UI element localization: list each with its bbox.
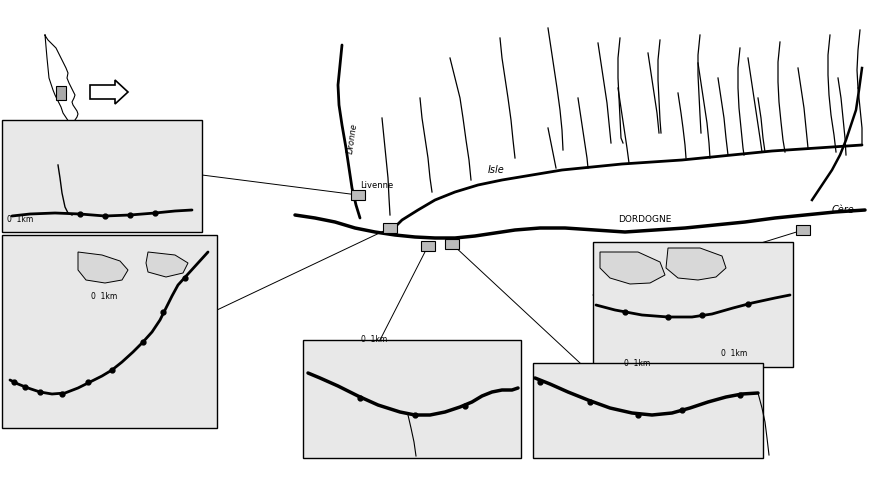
Text: 0  1km: 0 1km	[624, 359, 650, 368]
Polygon shape	[146, 252, 188, 277]
Text: Dronne: Dronne	[346, 122, 359, 154]
Bar	[351, 190, 365, 200]
Bar	[2, 120, 202, 232]
Bar	[593, 242, 793, 367]
Bar	[796, 225, 810, 235]
Text: Isle: Isle	[488, 165, 505, 175]
Bar	[303, 340, 521, 458]
Polygon shape	[90, 80, 128, 104]
Text: 0  1km: 0 1km	[721, 349, 747, 358]
Bar	[533, 363, 763, 458]
Bar	[421, 241, 435, 251]
Bar	[56, 86, 66, 100]
Text: 0  1km: 0 1km	[91, 292, 117, 301]
Bar	[2, 235, 217, 428]
Bar	[445, 239, 459, 249]
Text: Livenne: Livenne	[360, 181, 394, 190]
Text: 0  1km: 0 1km	[361, 335, 388, 344]
Polygon shape	[45, 35, 78, 124]
Polygon shape	[78, 252, 128, 283]
Polygon shape	[666, 248, 726, 280]
Polygon shape	[600, 252, 665, 284]
Bar	[383, 223, 397, 233]
Text: Cère: Cère	[832, 205, 855, 215]
Text: 0  1km: 0 1km	[7, 215, 33, 224]
Text: DORDOGNE: DORDOGNE	[618, 215, 672, 224]
